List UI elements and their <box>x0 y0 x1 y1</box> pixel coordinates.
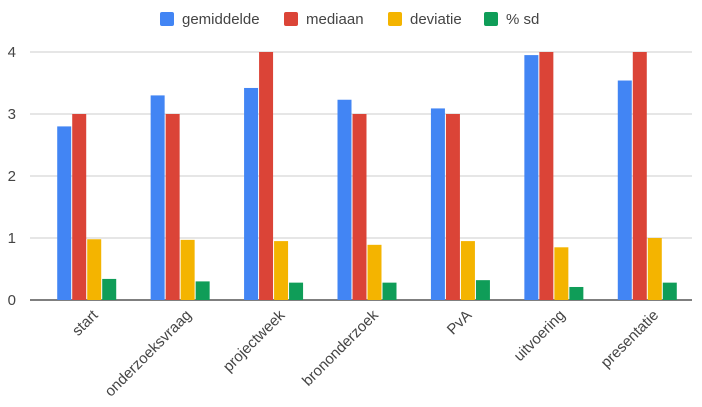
y-tick-label: 3 <box>8 106 16 123</box>
bar--sd <box>662 282 677 300</box>
bar-deviatie <box>274 241 289 300</box>
bar-mediaan <box>72 114 87 300</box>
bar-mediaan <box>259 52 274 300</box>
bar-gemiddelde <box>430 108 445 300</box>
bar-gemiddelde <box>524 55 539 300</box>
bar-gemiddelde <box>57 126 72 301</box>
y-tick-label: 4 <box>8 44 16 61</box>
x-tick-label: start <box>69 306 102 339</box>
bars <box>57 52 677 301</box>
x-tick-label: onderzoeksvraag <box>102 307 195 400</box>
bar--sd <box>569 286 584 300</box>
bar-gemiddelde <box>244 87 259 301</box>
bar-mediaan <box>445 114 460 300</box>
y-tick-label: 0 <box>8 292 16 309</box>
legend-swatch <box>388 12 402 26</box>
bar-deviatie <box>367 244 382 300</box>
bar-gemiddelde <box>617 80 632 301</box>
bar--sd <box>382 282 397 300</box>
legend-swatch <box>284 12 298 26</box>
bar--sd <box>475 280 490 300</box>
bar--sd <box>195 281 210 300</box>
bar-gemiddelde <box>337 99 352 301</box>
legend-swatch <box>484 12 498 26</box>
legend-label: deviatie <box>410 11 462 28</box>
bar--sd <box>289 282 304 300</box>
x-tick-label: presentatie <box>598 307 663 372</box>
bar-deviatie <box>87 239 102 300</box>
legend-label: gemiddelde <box>182 11 260 28</box>
legend: gemiddelde mediaan deviatie % sd <box>160 11 539 28</box>
bar-gemiddelde <box>150 95 165 301</box>
x-tick-label: PvA <box>444 307 475 338</box>
legend-label: mediaan <box>306 11 364 28</box>
bar-deviatie <box>647 238 662 300</box>
bar-mediaan <box>165 114 180 300</box>
x-tick-label: brononderzoek <box>299 306 382 389</box>
y-tick-label: 2 <box>8 168 16 185</box>
bar-mediaan <box>539 52 554 300</box>
x-tick-label: uitvoering <box>511 307 569 365</box>
legend-label: % sd <box>506 11 539 28</box>
y-tick-label: 1 <box>8 230 16 247</box>
y-axis: 0 1 2 3 4 <box>8 44 16 309</box>
bar-deviatie <box>554 247 569 300</box>
x-tick-label: projectweek <box>220 306 289 375</box>
legend-swatch <box>160 12 174 26</box>
bar--sd <box>102 278 117 300</box>
bar-deviatie <box>460 241 475 300</box>
bar-mediaan <box>352 114 367 300</box>
x-axis: start onderzoeksvraag projectweek brononder… <box>69 306 662 400</box>
bar-deviatie <box>180 239 195 300</box>
bar-mediaan <box>632 52 647 300</box>
